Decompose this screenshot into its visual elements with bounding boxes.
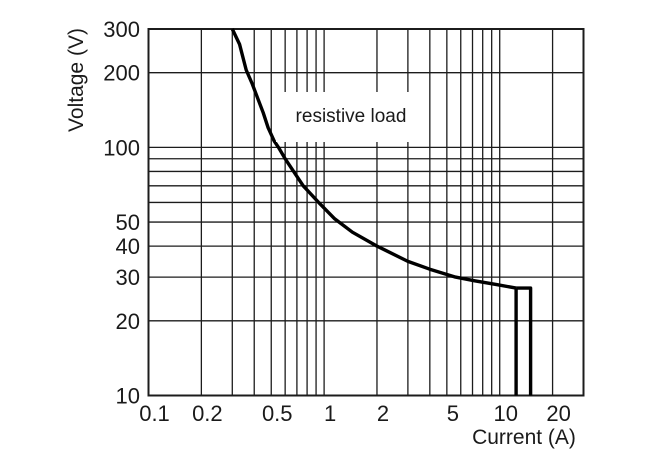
- x-tick-label: 0.1: [139, 401, 170, 426]
- x-tick-label: 0.2: [192, 401, 223, 426]
- y-tick-label: 20: [116, 309, 140, 334]
- y-tick-label: 200: [103, 61, 140, 86]
- load-limit-curve: [230, 28, 517, 290]
- y-tick-label: 100: [103, 135, 140, 160]
- x-tick-label: 10: [493, 401, 517, 426]
- x-tick-label: 2: [377, 401, 389, 426]
- curve-tab-drop: [516, 286, 533, 396]
- y-tick-label: 50: [116, 210, 140, 235]
- y-axis-title: Voltage (V): [65, 28, 88, 132]
- y-tick-label: 300: [103, 17, 140, 42]
- y-tick-label: 30: [116, 265, 140, 290]
- x-tick-label: 5: [447, 401, 459, 426]
- x-tick-label: 20: [546, 401, 570, 426]
- y-tick-label: 10: [116, 384, 140, 409]
- annotation-text: resistive load: [295, 106, 407, 127]
- y-tick-label: 40: [116, 234, 140, 259]
- annotation-box: resistive load: [276, 92, 426, 142]
- plot-frame: [147, 28, 585, 397]
- x-axis-title: Current (A): [472, 426, 576, 449]
- x-tick-label: 1: [324, 401, 336, 426]
- x-tick-label: 0.5: [262, 401, 293, 426]
